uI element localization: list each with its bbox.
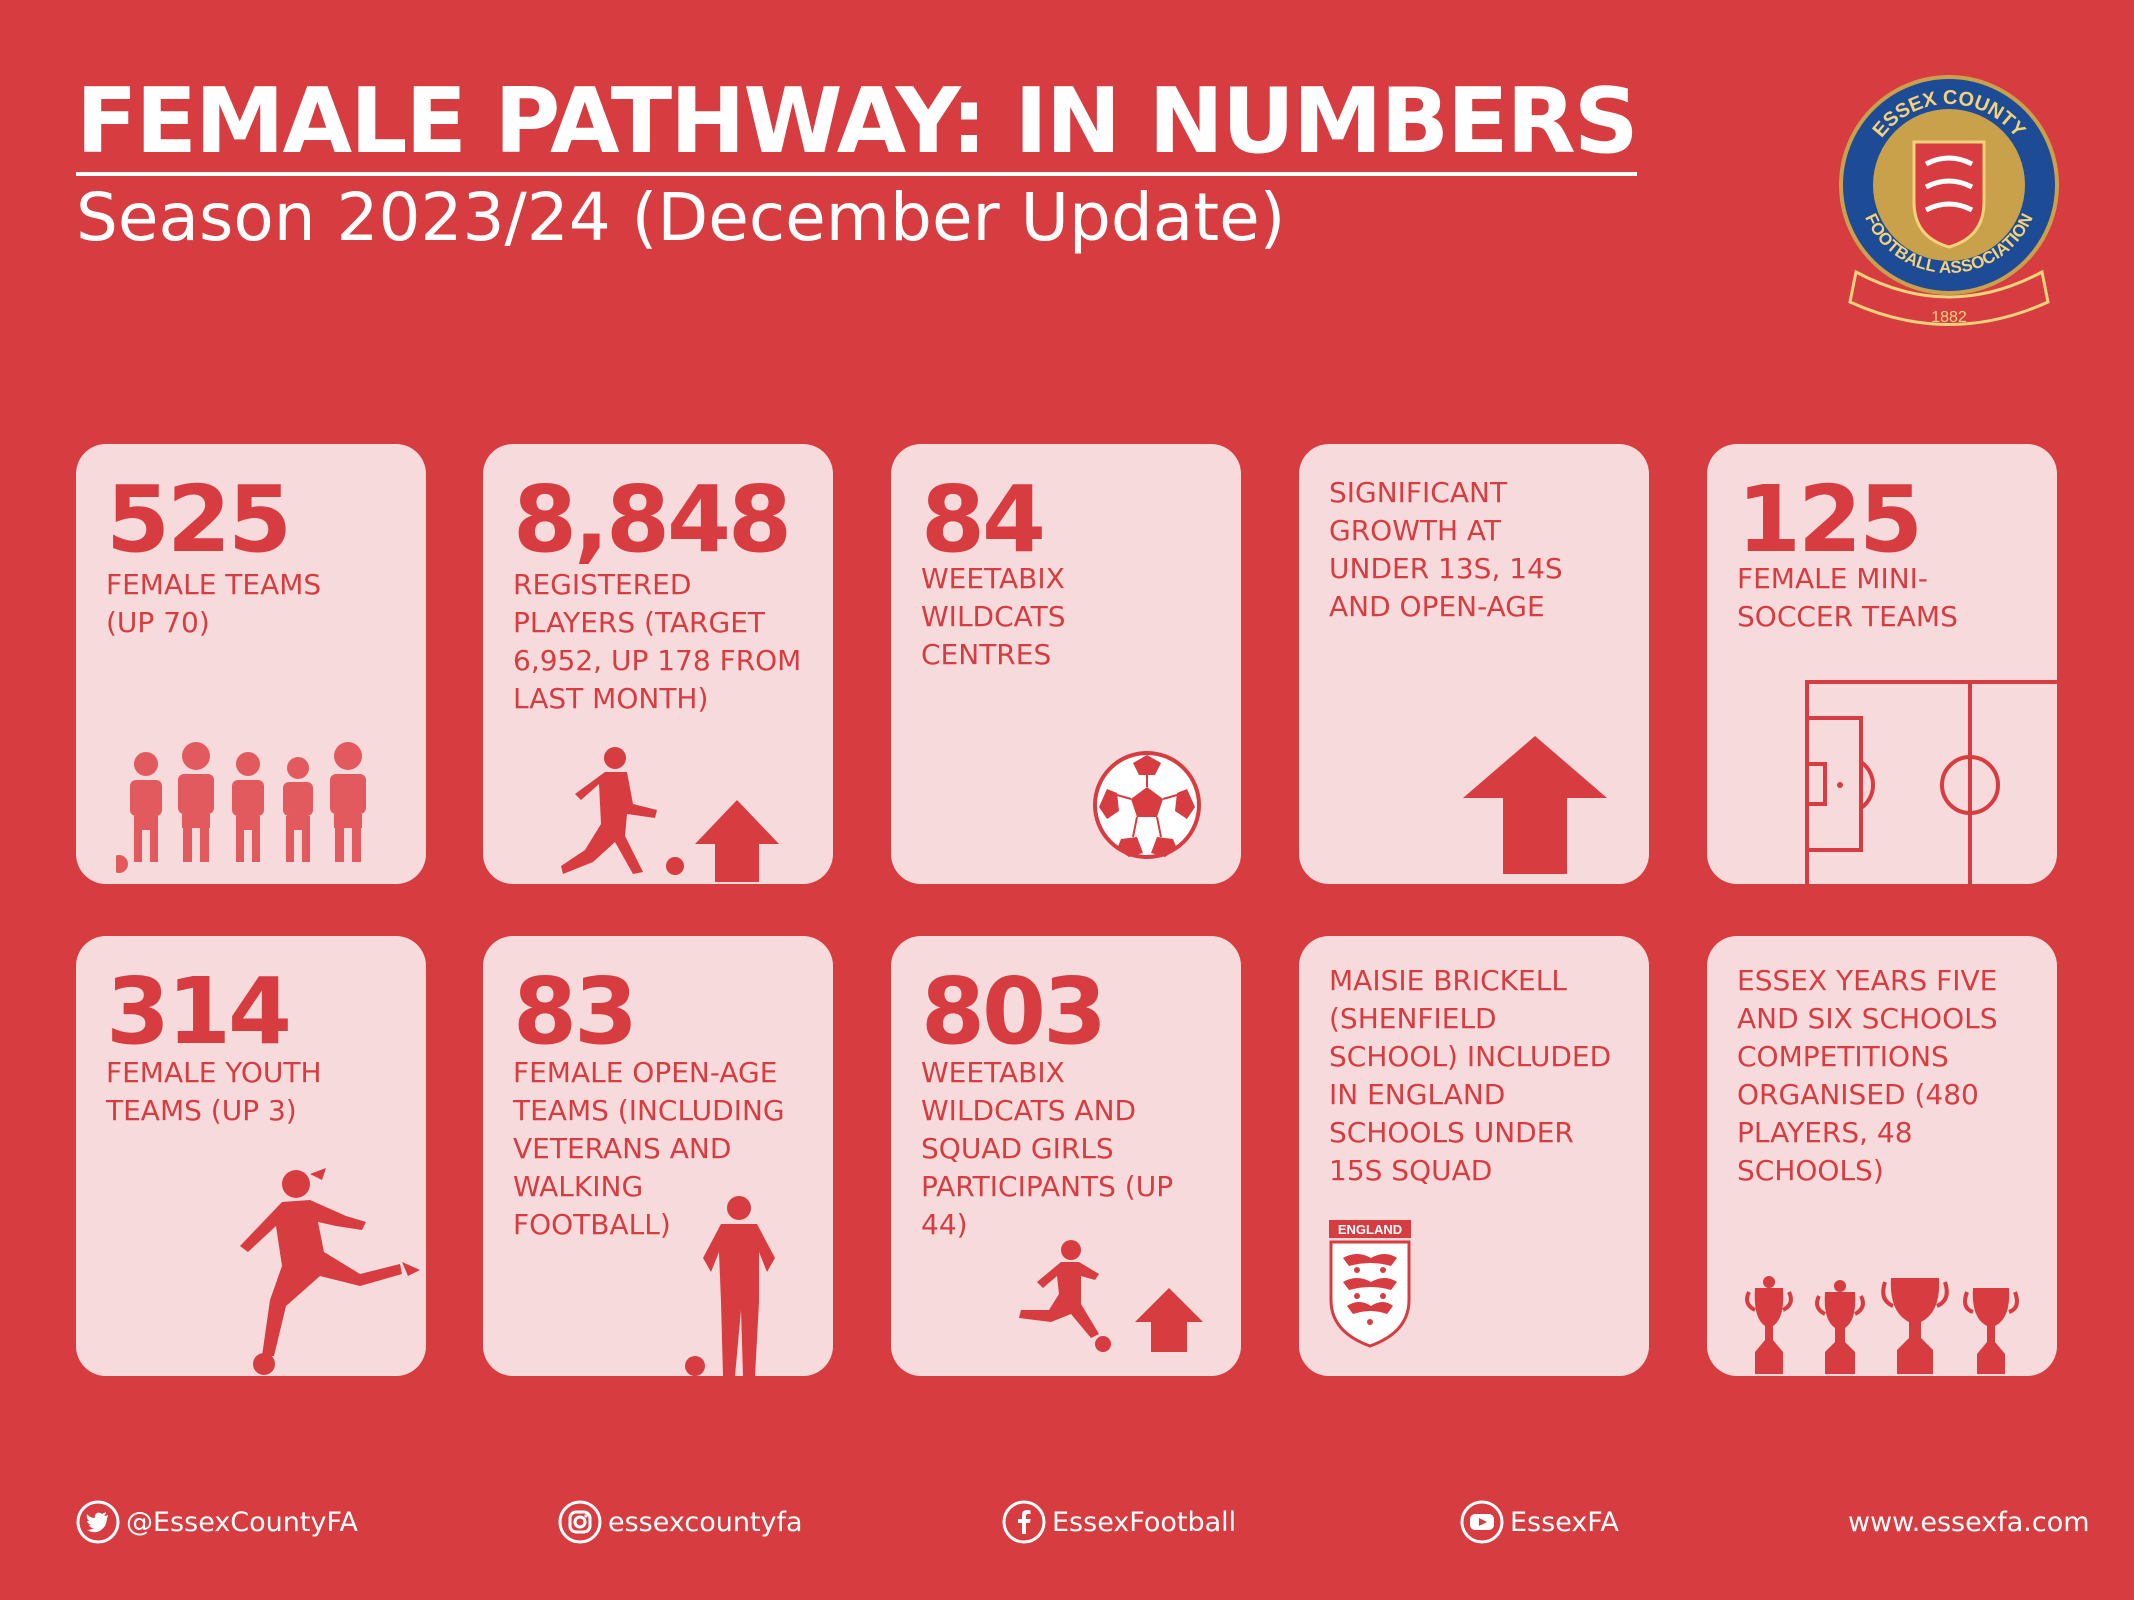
- stat-card-female-teams: 525 FEMALE TEAMS (UP 70): [76, 444, 426, 884]
- trophies-icon: [1745, 1276, 2019, 1374]
- stat-card-youth-teams: 314 FEMALE YOUTH TEAMS (UP 3): [76, 936, 426, 1376]
- youtube-handle: EssexFA: [1510, 1506, 1619, 1538]
- facebook-icon: [1002, 1500, 1046, 1544]
- stat-label: WEETABIX WILDCATS CENTRES: [921, 562, 1066, 671]
- instagram-icon: [558, 1500, 602, 1544]
- stat-label: REGISTERED PLAYERS (TARGET 6,952, UP 178…: [513, 568, 802, 715]
- stat-number: 8,848: [513, 466, 792, 573]
- kicking-girl-icon: [1019, 1240, 1203, 1352]
- standing-player-icon: [685, 1196, 775, 1376]
- website-url: www.essexfa.com: [1848, 1506, 2090, 1538]
- stat-card-schools-competitions: ESSEX YEARS FIVE AND SIX SCHOOLS COMPETI…: [1707, 936, 2057, 1376]
- arrow-up-icon: [1463, 736, 1607, 874]
- stat-card-open-age-teams: 83 FEMALE OPEN-AGE TEAMS (INCLUDING VETE…: [483, 936, 833, 1376]
- stat-card-wildcats-participants: 803 WEETABIX WILDCATS AND SQUAD GIRLS PA…: [891, 936, 1241, 1376]
- stat-card-mini-soccer: 125 FEMALE MINI-SOCCER TEAMS: [1707, 444, 2057, 884]
- stat-label: FEMALE TEAMS (UP 70): [106, 568, 322, 639]
- crest-year: 1882: [1931, 309, 1967, 326]
- footer-website-link[interactable]: www.essexfa.com: [1848, 1500, 2090, 1544]
- essex-fa-crest-logo: ESSEX COUNTY FOOTBALL ASSOCIATION 1882: [1839, 75, 2059, 326]
- instagram-handle: essexcountyfa: [608, 1506, 803, 1538]
- stat-card-registered-players: 8,848 REGISTERED PLAYERS (TARGET 6,952, …: [483, 444, 833, 884]
- stat-card-wildcats-centres: 84 WEETABIX WILDCATS CENTRES: [891, 444, 1241, 884]
- stat-number: 525: [106, 466, 292, 573]
- stat-number: 314: [106, 958, 292, 1065]
- stat-number: 83: [513, 958, 638, 1065]
- footer-twitter[interactable]: @EssexCountyFA: [76, 1500, 358, 1544]
- stat-number: 803: [921, 958, 1107, 1065]
- football-icon: [1093, 751, 1201, 859]
- stat-label: WEETABIX WILDCATS AND SQUAD GIRLS PARTIC…: [921, 1056, 1174, 1241]
- stat-number: 125: [1737, 466, 1923, 573]
- england-badge-text: ENGLAND: [1338, 1222, 1402, 1237]
- twitter-handle: @EssexCountyFA: [126, 1506, 358, 1538]
- footer-instagram[interactable]: essexcountyfa: [558, 1500, 803, 1544]
- england-badge-icon: ENGLAND: [1329, 1220, 1411, 1348]
- stat-label: ESSEX YEARS FIVE AND SIX SCHOOLS COMPETI…: [1737, 964, 1998, 1187]
- youtube-icon: [1460, 1500, 1504, 1544]
- page-title: FEMALE PATHWAY: IN NUMBERS: [76, 69, 1639, 176]
- stat-card-growth: SIGNIFICANT GROWTH AT UNDER 13S, 14S AND…: [1299, 444, 1649, 884]
- facebook-handle: EssexFootball: [1052, 1506, 1237, 1538]
- stat-number: 84: [921, 466, 1046, 573]
- stat-card-england-schools: MAISIE BRICKELL (SHENFIELD SCHOOL) INCLU…: [1299, 936, 1649, 1376]
- football-pitch-icon: [1805, 680, 2057, 884]
- stat-label: FEMALE YOUTH TEAMS (UP 3): [106, 1056, 322, 1127]
- footer-facebook[interactable]: EssexFootball: [1002, 1500, 1236, 1544]
- stat-label: FEMALE OPEN-AGE TEAMS (INCLUDING VETERAN…: [513, 1056, 785, 1241]
- stat-label: SIGNIFICANT GROWTH AT UNDER 13S, 14S AND…: [1329, 476, 1563, 623]
- kicking-player-icon: [561, 747, 779, 882]
- stat-label: FEMALE MINI-SOCCER TEAMS: [1737, 562, 1958, 633]
- footer-youtube[interactable]: EssexFA: [1460, 1500, 1619, 1544]
- volley-player-icon: [240, 1168, 420, 1375]
- stat-label: MAISIE BRICKELL (SHENFIELD SCHOOL) INCLU…: [1329, 964, 1612, 1187]
- team-players-icon: [116, 742, 366, 873]
- twitter-icon: [76, 1500, 120, 1544]
- page-subtitle: Season 2023/24 (December Update): [76, 179, 1286, 256]
